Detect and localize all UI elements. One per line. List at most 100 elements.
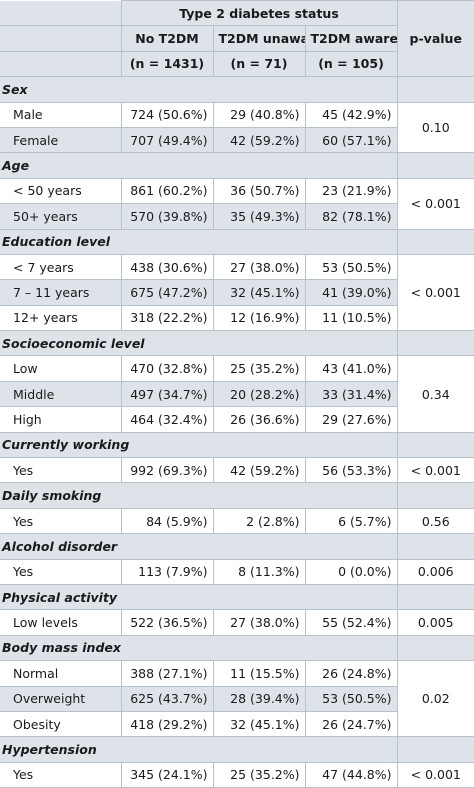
value-cell: 318 (22.2%) <box>120 304 214 332</box>
p-value-cell: 0.006 <box>396 558 474 585</box>
col-header-no-t2dm: No T2DM <box>120 25 214 52</box>
row-label: Yes <box>0 457 122 484</box>
table-row: Normal 388 (27.1%) 11 (15.5%) 26 (24.8%) 0.0… <box>0 660 474 738</box>
value-cell: 60 (57.1%) <box>304 126 398 154</box>
section-title: Body mass index <box>0 634 397 662</box>
value-cell: 6 (5.7%) <box>304 507 398 535</box>
n-no-t2dm: (n = 1431) <box>120 50 214 78</box>
section-title: Currently working <box>0 431 397 459</box>
p-value-cell: < 0.001 <box>396 457 474 484</box>
value-cell: 707 (49.4%) <box>120 126 214 154</box>
n-t2dm-aware: (n = 105) <box>304 50 398 78</box>
value-cell: 497 (34.7%) <box>120 380 214 408</box>
value-cell: 26 (24.7%) <box>304 710 398 738</box>
section-title: Socioeconomic level <box>0 330 397 357</box>
table-row: Yes 992 (69.3%) 42 (59.2%) 56 (53.3%) < 0.00… <box>0 457 474 484</box>
value-cell: 29 (27.6%) <box>304 406 398 433</box>
value-cell: 0 (0.0%) <box>304 558 398 585</box>
section-header-row: Hypertension <box>0 736 474 763</box>
corner-cell-2 <box>0 25 122 52</box>
section-p-spacer <box>396 634 474 662</box>
p-value-header: p-value <box>396 0 474 78</box>
section-header-row: Physical activity <box>0 583 474 611</box>
p-value-cell: < 0.001 <box>396 253 474 332</box>
row-label: 50+ years <box>0 203 122 230</box>
section-title: Education level <box>0 228 397 255</box>
value-cell: 42 (59.2%) <box>212 457 306 484</box>
table-row: Obesity 418 (29.2%) 32 (45.1%) 26 (24.7%) <box>0 710 474 738</box>
value-cell: 35 (49.3%) <box>212 203 306 230</box>
value-cell: 82 (78.1%) <box>304 203 398 230</box>
p-value-cell: < 0.001 <box>396 761 474 788</box>
col-header-t2dm-unaware: T2DM unaware <box>212 25 306 52</box>
value-cell: 32 (45.1%) <box>212 710 306 738</box>
corner-cell <box>0 0 122 27</box>
table-row: Middle 497 (34.7%) 20 (28.2%) 33 (31.4%) <box>0 380 474 408</box>
value-cell: 2 (2.8%) <box>212 507 306 535</box>
table-row: Yes 113 (7.9%) 8 (11.3%) 0 (0.0%) 0.006 <box>0 558 474 585</box>
table-body: Sex Male 724 (50.6%) 29 (40.8%) 45 (42.9%) 0.… <box>0 76 474 788</box>
table-row: Yes 345 (24.1%) 25 (35.2%) 47 (44.8%) < 0.00… <box>0 761 474 788</box>
value-cell: 12 (16.9%) <box>212 304 306 332</box>
table-row: 50+ years 570 (39.8%) 35 (49.3%) 82 (78.1%) <box>0 203 474 230</box>
table-row: Yes 84 (5.9%) 2 (2.8%) 6 (5.7%) 0.56 <box>0 507 474 535</box>
row-label: Normal <box>0 660 122 687</box>
table-row: < 50 years 861 (60.2%) 36 (50.7%) 23 (21.9%… <box>0 177 474 230</box>
value-cell: 53 (50.5%) <box>304 685 398 712</box>
table-row: Low levels 522 (36.5%) 27 (38.0%) 55 (52.4%… <box>0 609 474 636</box>
row-label: Middle <box>0 380 122 408</box>
value-cell: 861 (60.2%) <box>120 177 214 205</box>
value-cell: 113 (7.9%) <box>120 558 214 585</box>
p-value-cell: 0.02 <box>396 660 474 738</box>
value-cell: 724 (50.6%) <box>120 101 214 128</box>
row-label: Male <box>0 101 122 128</box>
value-cell: 29 (40.8%) <box>212 101 306 128</box>
section-p-spacer <box>396 228 474 255</box>
value-cell: 470 (32.8%) <box>120 355 214 382</box>
value-cell: 522 (36.5%) <box>120 609 214 636</box>
value-cell: 47 (44.8%) <box>304 761 398 788</box>
value-cell: 20 (28.2%) <box>212 380 306 408</box>
row-label: Yes <box>0 507 122 535</box>
value-cell: 26 (24.8%) <box>304 660 398 687</box>
section-p-spacer <box>396 583 474 611</box>
value-cell: 8 (11.3%) <box>212 558 306 585</box>
value-cell: 625 (43.7%) <box>120 685 214 712</box>
section-header-row: Sex <box>0 76 474 103</box>
section-header-row: Alcohol disorder <box>0 533 474 560</box>
p-value-cell: 0.34 <box>396 355 474 433</box>
p-value-cell: 0.10 <box>396 101 474 154</box>
row-label: 12+ years <box>0 304 122 332</box>
section-p-spacer <box>396 152 474 179</box>
value-cell: 56 (53.3%) <box>304 457 398 484</box>
value-cell: 570 (39.8%) <box>120 203 214 230</box>
row-label: Overweight <box>0 685 122 712</box>
value-cell: 42 (59.2%) <box>212 126 306 154</box>
value-cell: 43 (41.0%) <box>304 355 398 382</box>
table-row: Overweight 625 (43.7%) 28 (39.4%) 53 (50.5%… <box>0 685 474 712</box>
col-header-t2dm-aware: T2DM aware <box>304 25 398 52</box>
row-label: Obesity <box>0 710 122 738</box>
table-row: Low 470 (32.8%) 25 (35.2%) 43 (41.0%) 0.34 <box>0 355 474 433</box>
section-header-row: Daily smoking <box>0 482 474 509</box>
section-header-row: Body mass index <box>0 634 474 662</box>
value-cell: 418 (29.2%) <box>120 710 214 738</box>
value-cell: 23 (21.9%) <box>304 177 398 205</box>
value-cell: 11 (10.5%) <box>304 304 398 332</box>
value-cell: 53 (50.5%) <box>304 253 398 281</box>
section-title: Alcohol disorder <box>0 533 397 560</box>
corner-cell-3 <box>0 50 122 78</box>
section-header-row: Socioeconomic level <box>0 330 474 357</box>
section-header-row: Age <box>0 152 474 179</box>
value-cell: 28 (39.4%) <box>212 685 306 712</box>
row-label: Low <box>0 355 122 382</box>
p-value-cell: 0.005 <box>396 609 474 636</box>
section-title: Sex <box>0 76 397 103</box>
section-title: Daily smoking <box>0 482 397 509</box>
value-cell: 675 (47.2%) <box>120 279 214 306</box>
value-cell: 345 (24.1%) <box>120 761 214 788</box>
section-p-spacer <box>396 76 474 103</box>
value-cell: 32 (45.1%) <box>212 279 306 306</box>
value-cell: 25 (35.2%) <box>212 355 306 382</box>
section-title: Hypertension <box>0 736 397 763</box>
